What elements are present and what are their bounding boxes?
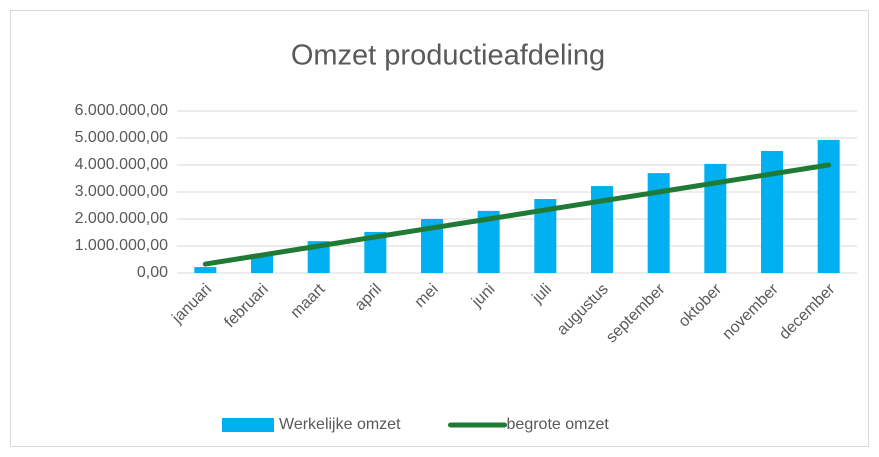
- legend-label: begrote omzet: [507, 416, 610, 433]
- y-tick-label: 5.000.000,00: [75, 129, 169, 146]
- y-tick-label: 3.000.000,00: [75, 183, 169, 200]
- y-tick-label: 1.000.000,00: [75, 237, 169, 254]
- bar: [647, 173, 670, 273]
- chart-title: Omzet productieafdeling: [291, 40, 605, 72]
- bar: [194, 267, 217, 273]
- bar: [251, 255, 273, 273]
- legend-label: Werkelijke omzet: [279, 416, 401, 433]
- bar: [534, 199, 557, 273]
- y-tick-label: 4.000.000,00: [75, 156, 169, 173]
- bar: [421, 219, 443, 273]
- bar: [364, 231, 387, 273]
- y-tick-label: 6.000.000,00: [75, 102, 169, 119]
- line: [202, 162, 832, 267]
- bar: [761, 150, 783, 273]
- y-tick-label: 0,00: [137, 264, 168, 281]
- bar: [817, 139, 840, 273]
- bar: [477, 210, 500, 273]
- bar: [591, 186, 613, 273]
- y-tick-label: 2.000.000,00: [75, 210, 169, 227]
- bar: [704, 163, 727, 273]
- legend-swatch: [222, 418, 274, 432]
